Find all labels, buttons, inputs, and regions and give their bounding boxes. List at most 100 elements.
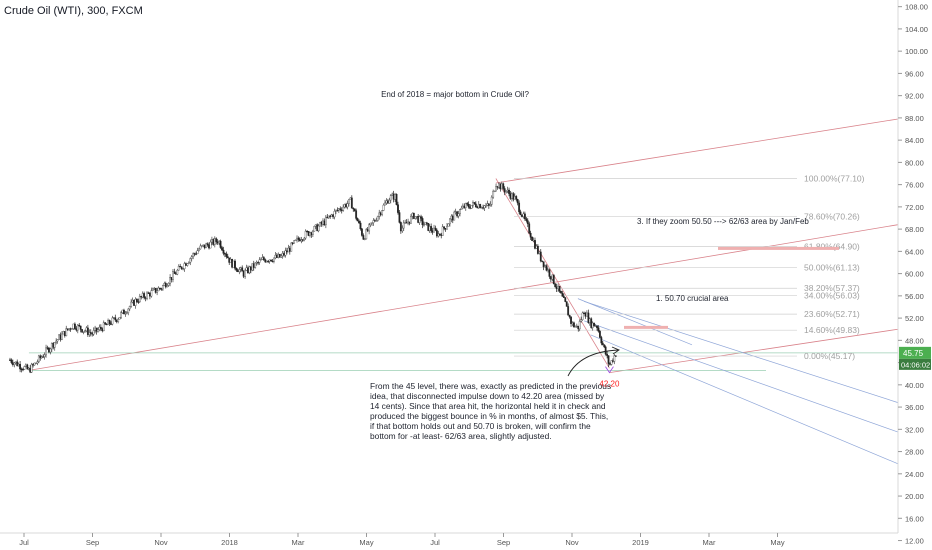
target-zone	[718, 246, 839, 250]
candle-body	[249, 266, 252, 271]
channel-line	[584, 320, 899, 433]
candle-body	[167, 283, 170, 286]
candle-body	[454, 211, 457, 213]
candle-body	[541, 260, 544, 262]
candle-body	[577, 325, 580, 330]
candle-body	[369, 222, 372, 225]
candles-layer	[9, 181, 617, 374]
candle-body	[104, 322, 107, 325]
candle-body	[307, 231, 310, 236]
candle-body	[512, 193, 515, 200]
candle-body	[174, 273, 177, 275]
candle-body	[36, 361, 39, 364]
candle-body	[244, 270, 246, 277]
candle-body	[14, 361, 17, 364]
candle-body	[342, 206, 345, 211]
candle-body	[206, 243, 209, 246]
candle-body	[322, 220, 324, 225]
candle-body	[345, 204, 347, 208]
time-axis-label: May	[359, 538, 373, 547]
annotation-arrow	[567, 349, 619, 377]
candle-body	[59, 334, 62, 340]
candle-body	[228, 257, 231, 263]
candle-body	[330, 214, 333, 217]
candle-body	[516, 199, 519, 204]
candle-body	[23, 366, 26, 370]
candle-body	[423, 224, 425, 226]
candle-body	[568, 315, 571, 318]
candle-body	[601, 342, 604, 345]
candle-body	[359, 222, 362, 230]
candle-body	[166, 285, 169, 288]
candle-body	[209, 241, 212, 249]
candle-body	[75, 328, 78, 331]
fib-level-label: 50.00%(61.13)	[804, 262, 860, 272]
candle-body	[463, 205, 466, 208]
candle-body	[333, 211, 336, 218]
candle-body	[150, 290, 153, 297]
candle-body	[545, 265, 548, 271]
candle-body	[597, 327, 600, 332]
candle-body	[376, 216, 379, 221]
candle-body	[86, 327, 89, 335]
candle-body	[127, 308, 130, 313]
channel-line	[584, 301, 899, 403]
candle-body	[304, 230, 307, 239]
candle-body	[45, 347, 47, 356]
candle-body	[196, 250, 199, 255]
time-axis-label: 2019	[632, 538, 649, 547]
candle-body	[65, 328, 68, 337]
candle-body	[241, 267, 244, 272]
candle-body	[99, 326, 102, 329]
candle-body	[69, 328, 72, 330]
candle-body	[252, 263, 255, 268]
candle-body	[531, 237, 534, 241]
candle-body	[49, 348, 52, 353]
candle-body	[614, 355, 617, 357]
candle-body	[200, 245, 203, 247]
candle-body	[460, 207, 463, 210]
candle-body	[183, 263, 186, 269]
low-price-label: 42.20	[599, 380, 620, 389]
candle-body	[149, 293, 151, 297]
candle-body	[265, 260, 268, 263]
candle-body	[459, 209, 461, 215]
candle-body	[392, 193, 395, 200]
candle-body	[112, 317, 115, 319]
candle-body	[431, 230, 434, 233]
candle-body	[48, 347, 50, 353]
candle-body	[199, 245, 202, 250]
candle-body	[509, 193, 512, 199]
candle-body	[324, 216, 327, 226]
candle-body	[489, 204, 492, 206]
candle-body	[218, 240, 221, 244]
candle-body	[203, 244, 206, 249]
candle-body	[552, 274, 555, 284]
fib-level-label: 23.60%(52.71)	[804, 309, 860, 319]
candle-body	[604, 346, 607, 355]
headline-annotation: End of 2018 = major bottom in Crude Oil?	[381, 90, 529, 99]
candle-body	[549, 276, 552, 280]
candle-body	[42, 356, 45, 358]
candle-body	[329, 215, 332, 217]
candle-body	[319, 222, 321, 227]
candle-body	[154, 287, 157, 293]
candle-body	[482, 207, 484, 209]
candle-body	[43, 354, 46, 357]
fib-level-label: 38.20%(57.37)	[804, 283, 860, 293]
candle-body	[288, 247, 291, 252]
candle-body	[594, 325, 597, 327]
candle-body	[438, 233, 441, 235]
candle-body	[532, 240, 535, 242]
candle-body	[85, 327, 88, 332]
candle-body	[190, 256, 193, 259]
candle-body	[434, 227, 437, 231]
target-annotation: 3. If they zoom 50.50 ---> 62/63 area by…	[637, 217, 809, 226]
candle-body	[164, 283, 167, 288]
price-axis-label: 100.00	[905, 47, 928, 56]
candle-body	[216, 241, 219, 244]
candle-body	[303, 237, 306, 241]
candle-body	[262, 257, 265, 260]
candle-body	[412, 212, 415, 219]
